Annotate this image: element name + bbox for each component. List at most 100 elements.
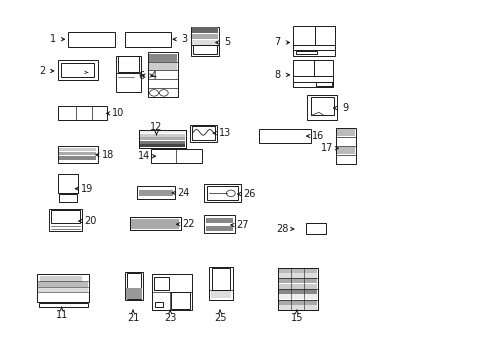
Bar: [293, 60, 333, 87]
Bar: [116, 56, 141, 92]
Text: 26: 26: [243, 189, 255, 199]
Text: 11: 11: [55, 310, 68, 320]
Bar: [126, 273, 141, 299]
Bar: [259, 129, 310, 143]
Text: 1: 1: [50, 34, 56, 44]
Text: 13: 13: [218, 128, 231, 138]
Bar: [150, 149, 202, 163]
Bar: [296, 50, 316, 54]
Bar: [49, 209, 82, 231]
Text: 24: 24: [177, 188, 190, 198]
Bar: [58, 60, 98, 80]
Bar: [139, 130, 185, 148]
Text: 3: 3: [182, 34, 187, 44]
Bar: [58, 106, 106, 120]
Bar: [140, 137, 184, 140]
Bar: [140, 144, 184, 147]
Bar: [337, 129, 354, 136]
Bar: [118, 56, 139, 72]
Bar: [140, 141, 184, 144]
Bar: [154, 302, 163, 307]
Bar: [58, 146, 98, 163]
Bar: [126, 288, 142, 299]
Text: 20: 20: [84, 216, 97, 226]
Bar: [129, 217, 181, 230]
Bar: [337, 147, 354, 154]
Bar: [278, 289, 316, 294]
Bar: [139, 130, 185, 148]
Bar: [131, 219, 179, 229]
Bar: [140, 134, 184, 137]
Text: 19: 19: [81, 184, 93, 194]
Bar: [278, 279, 316, 283]
Bar: [148, 52, 177, 97]
Bar: [278, 284, 316, 289]
Bar: [278, 268, 316, 273]
Text: 10: 10: [112, 108, 124, 118]
Bar: [59, 148, 96, 151]
Bar: [37, 274, 89, 302]
Bar: [58, 174, 78, 193]
Bar: [129, 217, 181, 230]
Bar: [278, 305, 316, 310]
Text: 12: 12: [150, 122, 163, 132]
Bar: [139, 189, 173, 196]
Bar: [154, 277, 169, 290]
Bar: [336, 128, 355, 164]
Text: 22: 22: [182, 219, 194, 229]
Bar: [149, 63, 176, 70]
Text: 4: 4: [150, 71, 156, 81]
Bar: [124, 32, 171, 47]
Text: 9: 9: [342, 103, 347, 113]
Bar: [206, 218, 232, 223]
Bar: [192, 40, 217, 45]
Text: 7: 7: [274, 37, 280, 48]
Bar: [293, 26, 334, 56]
Bar: [140, 130, 184, 134]
Bar: [59, 152, 96, 156]
Bar: [151, 274, 191, 310]
Bar: [193, 45, 216, 54]
Bar: [209, 267, 232, 300]
Bar: [278, 300, 316, 305]
Bar: [192, 34, 217, 39]
Text: 2: 2: [39, 66, 45, 76]
Bar: [68, 32, 115, 47]
Bar: [190, 27, 219, 56]
Bar: [39, 303, 87, 307]
Bar: [207, 186, 238, 200]
Bar: [277, 268, 317, 310]
Bar: [189, 125, 216, 142]
Bar: [310, 96, 333, 115]
Bar: [278, 294, 316, 300]
Text: 16: 16: [311, 131, 324, 141]
Text: 28: 28: [275, 224, 288, 234]
Bar: [206, 225, 232, 231]
Bar: [59, 194, 77, 202]
Bar: [149, 54, 176, 62]
Bar: [306, 95, 337, 120]
Text: 21: 21: [126, 313, 139, 323]
Text: 23: 23: [163, 313, 176, 323]
Bar: [124, 272, 143, 300]
Bar: [51, 210, 80, 222]
Bar: [191, 126, 214, 140]
Bar: [170, 292, 190, 309]
Text: 27: 27: [236, 220, 248, 230]
Text: 8: 8: [274, 70, 280, 80]
Bar: [305, 223, 325, 234]
Bar: [59, 157, 96, 160]
Bar: [278, 273, 316, 278]
Bar: [316, 82, 331, 86]
Bar: [210, 291, 231, 298]
Bar: [277, 268, 317, 310]
Bar: [204, 184, 241, 202]
Bar: [137, 186, 175, 199]
Bar: [61, 63, 94, 77]
Text: 15: 15: [290, 313, 303, 323]
Bar: [192, 27, 217, 33]
Bar: [38, 282, 88, 287]
Text: 25: 25: [213, 313, 226, 323]
Text: 14: 14: [137, 151, 150, 161]
Bar: [38, 288, 88, 292]
